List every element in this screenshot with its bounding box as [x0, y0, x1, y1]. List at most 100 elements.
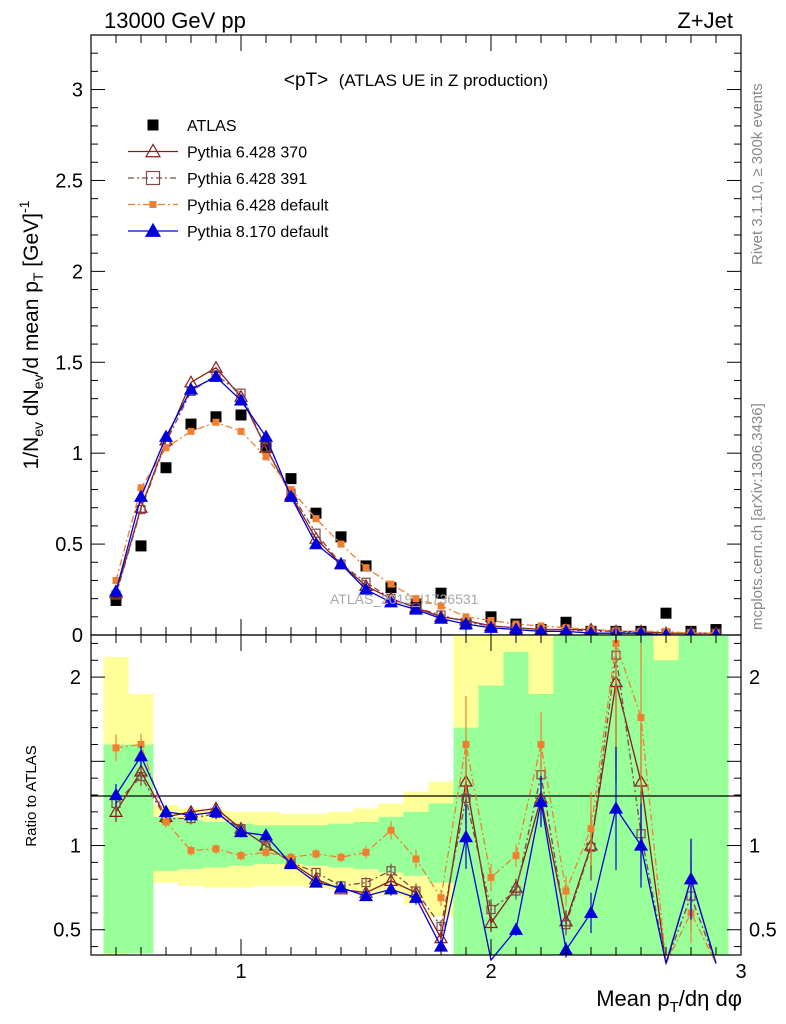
- marker: [237, 852, 245, 860]
- marker: [608, 801, 624, 814]
- marker: [383, 595, 399, 608]
- marker: [285, 473, 297, 485]
- marker: [208, 804, 224, 817]
- marker: [683, 872, 699, 885]
- marker: [210, 411, 222, 423]
- marker: [287, 486, 295, 494]
- ratio-uncertainty-bands: [103, 635, 729, 955]
- marker: [183, 808, 199, 821]
- marker: [187, 427, 195, 435]
- marker: [162, 818, 170, 826]
- green-band: [503, 651, 529, 955]
- ratio-y-tick-label: 0.5: [53, 920, 81, 942]
- marker: [583, 905, 599, 918]
- marker: [637, 714, 645, 722]
- marker: [212, 845, 220, 853]
- energy-label: 13000 GeV pp: [104, 8, 246, 33]
- marker: [145, 170, 161, 186]
- marker: [160, 462, 172, 474]
- main-y-axis-label: 1/Nev dNev/d mean pT [GeV]-1: [16, 200, 46, 469]
- marker: [233, 393, 249, 406]
- marker: [462, 613, 470, 621]
- y-tick-label: 2.5: [55, 170, 83, 192]
- ratio-y-tick-label: 1: [70, 836, 81, 858]
- marker: [383, 882, 399, 895]
- marker: [312, 850, 320, 858]
- marker: [144, 222, 162, 237]
- marker: [308, 536, 324, 550]
- marker: [358, 888, 374, 902]
- mcplots-label: mcplots.cern.ch [arXiv:1306.3436]: [749, 403, 766, 630]
- marker: [133, 749, 149, 762]
- marker: [187, 847, 195, 855]
- legend-entry: Pythia 6.428 370: [128, 143, 307, 162]
- marker: [387, 826, 395, 834]
- x-tick-label: 2: [485, 961, 496, 983]
- marker: [337, 853, 345, 861]
- marker: [660, 607, 672, 619]
- marker: [158, 429, 174, 442]
- ratio-series-pythia-8-170-default: [108, 745, 717, 964]
- y-tick-label: 0: [72, 625, 83, 647]
- y-tick-label: 2: [72, 261, 83, 283]
- legend-entry: Pythia 6.428 default: [128, 198, 329, 215]
- marker: [508, 922, 524, 935]
- marker: [562, 887, 570, 895]
- marker: [108, 584, 124, 597]
- marker: [333, 556, 349, 570]
- green-band: [553, 635, 579, 955]
- marker: [362, 564, 370, 572]
- marker: [183, 382, 199, 395]
- marker: [110, 594, 122, 606]
- marker: [310, 507, 322, 519]
- x-tick-label: 3: [735, 961, 746, 983]
- marker: [335, 531, 347, 543]
- marker: [133, 489, 149, 502]
- plot-title-group: <pT> (ATLAS UE in Z production): [284, 70, 548, 91]
- marker: [485, 611, 497, 623]
- marker: [458, 616, 474, 630]
- ratio-y-tick-label-right: 0.5: [749, 920, 777, 942]
- marker: [483, 620, 499, 633]
- marker: [235, 409, 247, 421]
- marker: [358, 582, 374, 595]
- marker: [458, 829, 474, 843]
- marker: [361, 877, 371, 888]
- marker: [162, 444, 170, 452]
- marker: [537, 740, 545, 748]
- legend-label: Pythia 6.428 default: [187, 198, 329, 215]
- marker: [511, 886, 521, 896]
- marker: [136, 771, 146, 782]
- legend-entry: ATLAS: [147, 118, 237, 135]
- marker: [108, 804, 124, 817]
- marker: [185, 418, 197, 430]
- marker: [258, 828, 274, 841]
- marker: [462, 740, 470, 748]
- marker: [386, 866, 396, 876]
- series-pythia-8-170-default: [108, 369, 724, 641]
- marker: [560, 616, 572, 628]
- plot-title: <pT>: [284, 70, 328, 91]
- marker: [461, 793, 471, 803]
- marker: [112, 576, 120, 584]
- marker: [385, 582, 397, 594]
- ratio-y-tick-label: 2: [70, 667, 81, 689]
- marker: [147, 119, 159, 131]
- marker: [408, 890, 424, 903]
- green-band: [178, 820, 204, 870]
- ratio-y-tick-label-right: 2: [749, 667, 760, 689]
- marker: [487, 874, 495, 882]
- marker: [633, 838, 649, 851]
- marker: [512, 852, 520, 860]
- marker: [262, 453, 270, 461]
- marker: [262, 848, 270, 856]
- marker: [283, 489, 299, 502]
- marker: [312, 515, 320, 523]
- green-band: [428, 803, 454, 883]
- marker: [258, 429, 274, 442]
- marker: [437, 894, 445, 902]
- marker: [137, 484, 145, 492]
- marker: [137, 740, 145, 748]
- marker: [483, 915, 499, 929]
